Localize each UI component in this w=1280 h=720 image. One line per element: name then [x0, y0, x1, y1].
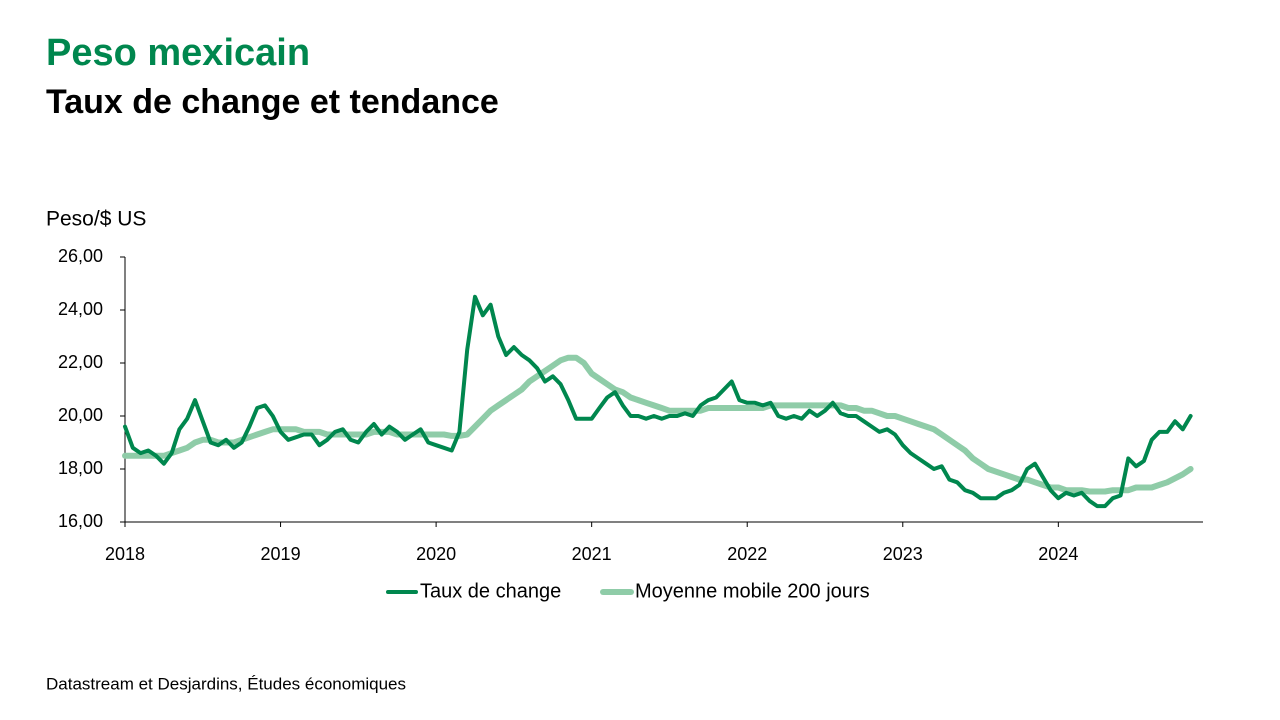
x-tick-label: 2024 — [1038, 544, 1078, 564]
x-tick-label: 2021 — [572, 544, 612, 564]
source-note: Datastream et Desjardins, Études économi… — [46, 674, 406, 693]
y-tick-label: 24,00 — [58, 299, 103, 319]
x-tick-label: 2020 — [416, 544, 456, 564]
y-tick-label: 26,00 — [58, 246, 103, 266]
series-line — [123, 294, 1193, 509]
x-tick-label: 2022 — [727, 544, 767, 564]
x-tick-label: 2023 — [883, 544, 923, 564]
chart-title: Peso mexicain — [46, 32, 310, 74]
y-tick-label: 18,00 — [58, 458, 103, 478]
y-tick-label: 22,00 — [58, 352, 103, 372]
y-axis-label: Peso/$ US — [46, 208, 146, 231]
y-tick-label: 16,00 — [58, 511, 103, 531]
chart-subtitle: Taux de change et tendance — [46, 83, 499, 121]
legend-label: Moyenne mobile 200 jours — [635, 580, 870, 602]
x-tick-label: 2019 — [261, 544, 301, 564]
y-tick-label: 20,00 — [58, 405, 103, 425]
x-tick-label: 2018 — [105, 544, 145, 564]
series-line — [122, 354, 1194, 495]
legend-label: Taux de change — [420, 580, 561, 602]
